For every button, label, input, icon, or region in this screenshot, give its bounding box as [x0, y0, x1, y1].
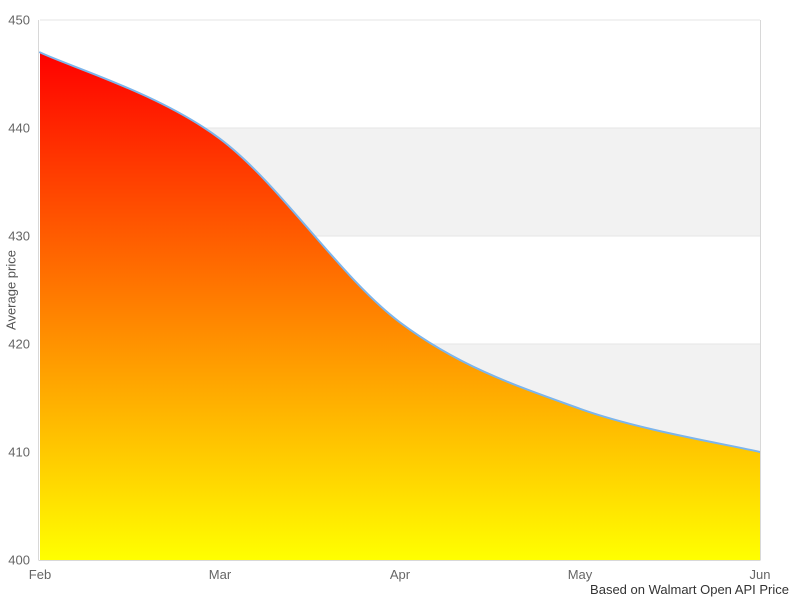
x-tick-label: May: [568, 567, 593, 582]
y-tick-label: 430: [8, 229, 30, 244]
x-tick-label: Mar: [209, 567, 232, 582]
y-tick-label: 440: [8, 121, 30, 136]
area-fill: [40, 52, 760, 561]
y-tick-label: 400: [8, 553, 30, 568]
x-tick-label: Jun: [750, 567, 771, 582]
x-tick-label: Apr: [390, 567, 411, 582]
series-line: [39, 51, 761, 453]
y-tick-label: 420: [8, 337, 30, 352]
y-tick-label: 450: [8, 13, 30, 28]
x-tick-label: Feb: [29, 567, 51, 582]
y-axis-title: Average price: [3, 250, 19, 330]
y-tick-label: 410: [8, 445, 30, 460]
chart-caption: Based on Walmart Open API Price: [590, 582, 789, 597]
